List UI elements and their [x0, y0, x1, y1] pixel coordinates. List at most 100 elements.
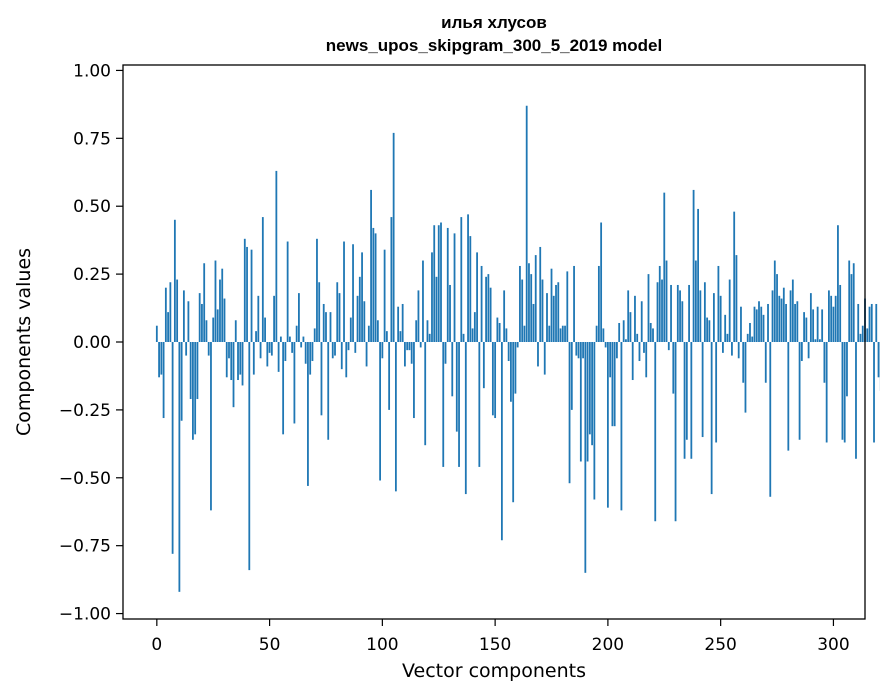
bar: [857, 303, 860, 342]
bar: [749, 322, 751, 342]
bar: [462, 333, 465, 342]
bar: [358, 276, 361, 342]
bar: [584, 342, 587, 573]
bar: [837, 225, 839, 342]
bar: [480, 265, 483, 342]
y-axis-label: Components values: [13, 248, 35, 436]
bar: [214, 260, 217, 342]
bar: [394, 342, 397, 492]
bar: [629, 312, 632, 342]
bar: [606, 342, 609, 508]
bar: [367, 325, 370, 342]
bar: [866, 328, 869, 342]
bar: [340, 342, 343, 370]
bar: [361, 252, 363, 342]
bar: [189, 342, 192, 400]
bar: [742, 342, 745, 383]
bar: [401, 303, 404, 342]
bar: [372, 227, 375, 342]
bar: [216, 309, 219, 342]
bar: [356, 295, 359, 342]
bar: [800, 342, 803, 362]
bar: [460, 217, 463, 342]
y-tick-label: 0.75: [73, 129, 111, 149]
bar: [676, 284, 679, 342]
bar: [500, 342, 503, 541]
bar: [789, 290, 792, 342]
x-axis-label: Vector components: [402, 660, 586, 682]
bar: [708, 320, 711, 342]
bar: [185, 342, 188, 356]
bar: [304, 342, 307, 364]
bar: [205, 320, 208, 342]
bar: [302, 336, 305, 342]
bar: [573, 265, 575, 342]
bar: [365, 342, 368, 367]
bar: [873, 342, 875, 443]
bar: [604, 342, 607, 348]
bar: [539, 246, 542, 342]
bar: [279, 336, 282, 342]
bar: [449, 284, 451, 342]
bar: [830, 295, 833, 342]
bar: [724, 314, 727, 342]
bar: [410, 342, 413, 364]
bar: [196, 342, 199, 400]
bar: [807, 342, 810, 359]
bar: [180, 342, 183, 421]
bar: [176, 279, 179, 342]
bar: [814, 339, 817, 342]
bar: [661, 279, 663, 342]
bar: [848, 260, 851, 342]
bar: [818, 339, 821, 342]
bar: [422, 260, 424, 342]
bar: [496, 317, 499, 342]
bar: [467, 214, 469, 342]
bar: [390, 217, 393, 342]
bar: [381, 342, 384, 359]
bar: [692, 189, 695, 342]
bar: [868, 306, 871, 342]
bar: [825, 342, 828, 443]
bar: [519, 265, 521, 342]
bar: [408, 342, 411, 351]
bar: [487, 274, 490, 342]
bar: [534, 255, 537, 342]
bar: [404, 342, 406, 367]
bar: [625, 339, 627, 342]
plot-frame: [122, 64, 866, 620]
bar: [232, 342, 235, 408]
bar: [363, 301, 366, 342]
bar: [566, 271, 569, 342]
bar: [841, 342, 844, 440]
bar: [528, 263, 530, 342]
bar: [805, 317, 808, 342]
bar: [645, 342, 648, 378]
bar: [733, 211, 736, 342]
bar: [778, 295, 781, 342]
bar: [334, 342, 336, 356]
bar: [320, 342, 323, 416]
bar: [295, 325, 298, 342]
bar: [636, 333, 639, 342]
y-tick-label: 1.00: [73, 61, 111, 81]
bar: [755, 309, 758, 342]
bar: [746, 333, 749, 342]
bar: [266, 342, 269, 367]
bar: [325, 312, 327, 342]
bar: [252, 342, 255, 375]
bar: [557, 282, 560, 342]
bar: [654, 342, 657, 522]
bar: [586, 342, 589, 462]
bar: [291, 342, 294, 353]
bar: [559, 328, 562, 342]
bar: [169, 282, 172, 342]
bar: [428, 333, 431, 342]
bar: [850, 274, 853, 342]
bar: [225, 342, 228, 378]
bar: [516, 342, 519, 348]
bar: [194, 342, 197, 435]
bar: [192, 342, 194, 440]
